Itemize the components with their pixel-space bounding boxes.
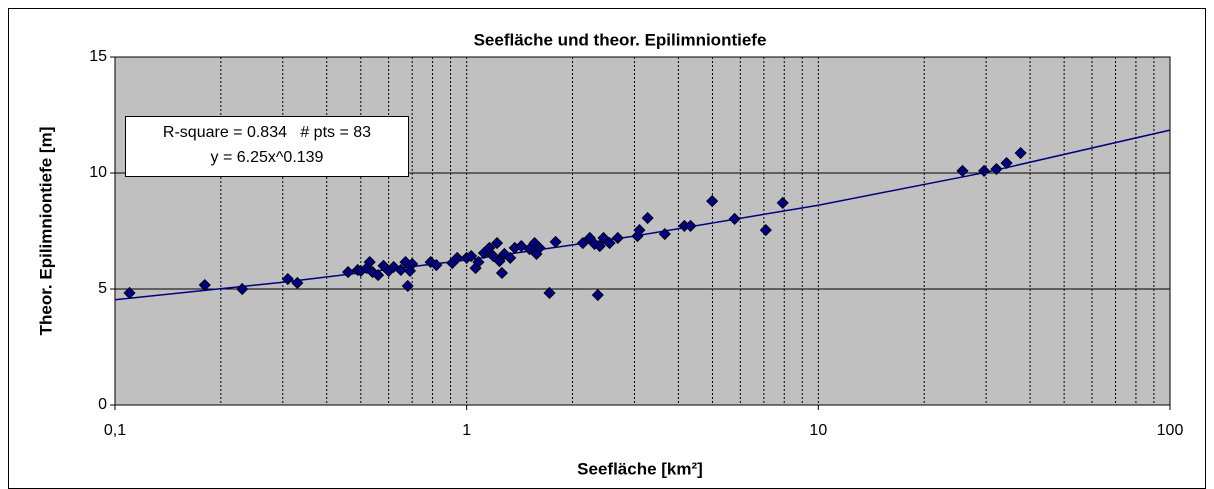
x-tick-label: 100	[1157, 422, 1184, 439]
point	[978, 164, 991, 177]
point	[591, 288, 604, 302]
point	[990, 162, 1003, 176]
point	[759, 224, 772, 237]
point	[593, 240, 606, 253]
point	[658, 227, 671, 241]
chart-title: Seefläche und theor. Epilimniontiefe	[474, 30, 767, 49]
point	[198, 278, 211, 292]
y-tick-label: 10	[89, 164, 107, 181]
point	[483, 241, 496, 255]
point	[236, 282, 249, 296]
point	[498, 247, 511, 261]
y-axis-label: Theor. Epilimniontiefe [m]	[36, 127, 55, 336]
point	[342, 265, 355, 279]
point	[776, 196, 789, 209]
point	[706, 195, 719, 208]
x-tick-label: 1	[462, 422, 471, 439]
marks	[114, 129, 1171, 302]
point	[633, 224, 646, 237]
point	[291, 276, 304, 290]
point	[123, 286, 136, 300]
point	[611, 231, 624, 245]
point	[465, 249, 478, 263]
point	[684, 219, 697, 232]
annotation: R-square = 0.834 # pts = 83	[163, 124, 371, 141]
y-tick-label: 15	[89, 48, 107, 65]
point	[281, 272, 294, 286]
point	[533, 241, 546, 255]
point	[728, 212, 741, 226]
point	[1000, 156, 1013, 170]
point	[406, 257, 419, 271]
point	[394, 263, 407, 277]
point	[401, 279, 414, 293]
point	[363, 256, 376, 269]
point	[424, 256, 437, 269]
point	[399, 256, 412, 269]
point	[641, 211, 654, 225]
point	[1014, 146, 1027, 160]
x-tick-label: 10	[809, 422, 827, 439]
point	[495, 266, 509, 280]
point	[472, 256, 485, 269]
annotation-box	[125, 116, 409, 177]
point	[549, 235, 562, 248]
point	[956, 164, 969, 177]
point	[603, 236, 616, 250]
point	[490, 236, 504, 250]
x-tick-label: 0,1	[104, 422, 126, 439]
x-axis-label: Seefläche [km²]	[577, 459, 703, 478]
point	[387, 260, 400, 274]
point	[576, 236, 589, 250]
point	[372, 269, 385, 282]
point	[543, 286, 556, 300]
point	[451, 251, 464, 264]
point	[493, 255, 506, 268]
y-tick-label: 5	[98, 280, 107, 297]
point	[430, 259, 443, 272]
annotation: y = 6.25x^0.139	[211, 149, 324, 166]
point	[504, 251, 517, 264]
y-tick-label: 0	[98, 396, 107, 413]
